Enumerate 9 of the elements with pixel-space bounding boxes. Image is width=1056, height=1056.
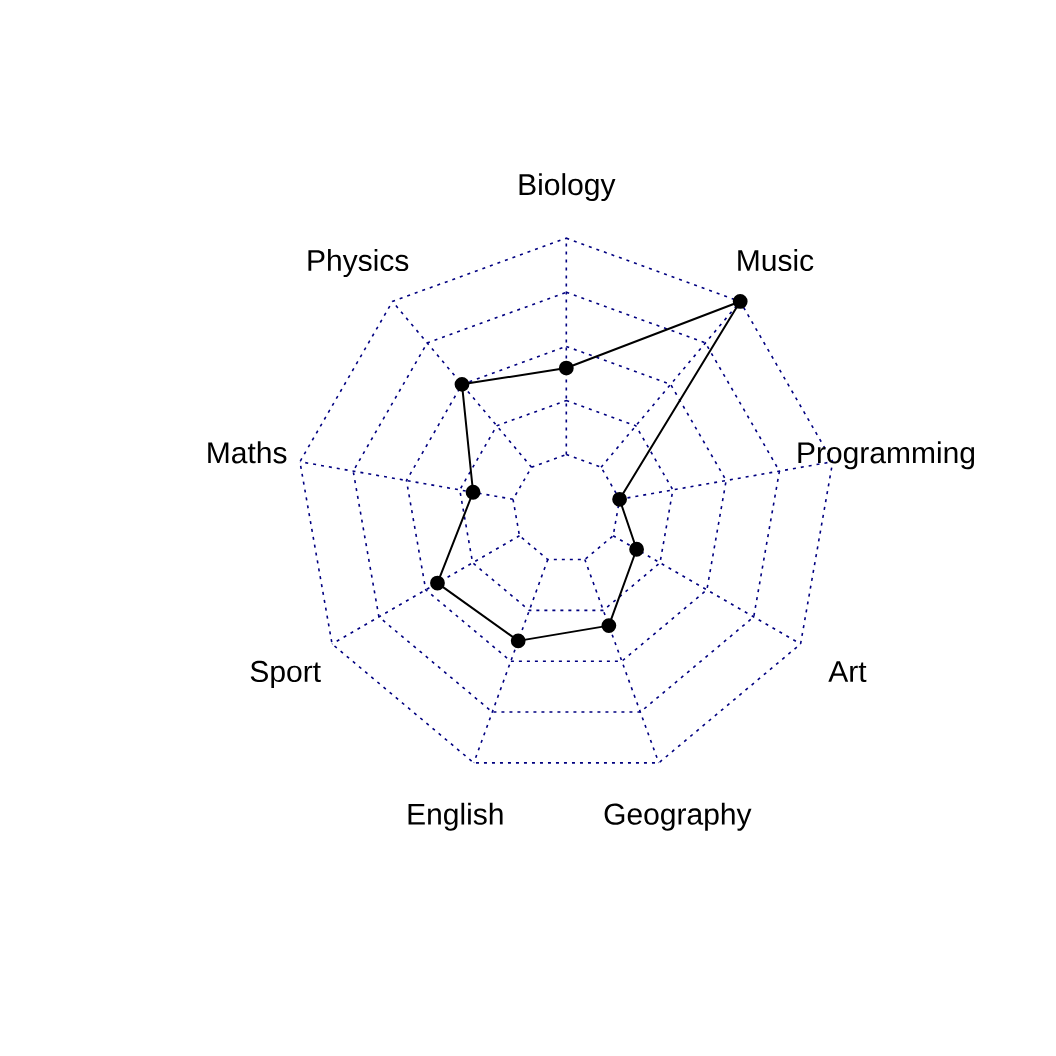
- spoke-label: Physics: [308, 249, 409, 278]
- spoke-label: Music: [738, 249, 814, 272]
- spoke-label: Sport: [250, 660, 321, 689]
- spoke-label: Programming: [798, 441, 975, 470]
- spoke-label: English: [408, 802, 503, 831]
- spoke-label: Biology: [519, 173, 616, 202]
- spoke-label: Art: [828, 661, 867, 683]
- spoke-label: Maths: [208, 441, 287, 464]
- spoke-label: Geography: [604, 802, 752, 831]
